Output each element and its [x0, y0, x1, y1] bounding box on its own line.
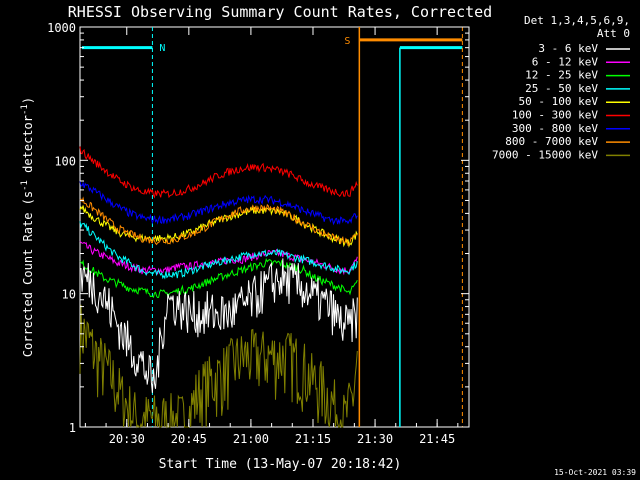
night-marker-label: N [159, 43, 165, 54]
y-axis-label-main: Corrected Count Rate (s [21, 191, 35, 357]
plot-frame [79, 26, 470, 428]
series-line [79, 304, 358, 429]
y-axis-label-mid: detector [21, 115, 35, 180]
y-axis-label: Corrected Count Rate (s-1 detector-1) [20, 97, 35, 357]
legend-label: 800 - 7000 keV [505, 135, 598, 148]
series-line [79, 257, 358, 299]
legend-label: 6 - 12 keV [532, 55, 599, 68]
x-axis-label: Start Time (13-May-07 20:18:42) [159, 457, 402, 472]
series-line [79, 205, 358, 248]
y-axis-label-end: ) [21, 97, 35, 104]
legend-label: 3 - 6 keV [538, 42, 598, 55]
legend-label: 300 - 800 keV [512, 122, 598, 135]
x-tick-label: 20:30 [109, 432, 145, 446]
saa-marker-label: S [344, 36, 350, 47]
series-layer [79, 146, 358, 429]
chart-title: RHESSI Observing Summary Count Rates, Co… [68, 3, 492, 21]
y-axis: 1000 100 10 1 [47, 21, 469, 435]
x-tick-label: 21:30 [357, 432, 393, 446]
annotation-layer: NS [82, 27, 463, 427]
x-tick-label: 20:45 [171, 432, 207, 446]
legend-label: 25 - 50 keV [525, 82, 598, 95]
series-line [79, 181, 358, 226]
legend-label: 7000 - 15000 keV [492, 148, 598, 161]
y-axis-label-sup1: -1 [20, 180, 30, 191]
x-axis: 20:30 20:45 21:00 21:15 21:30 21:45 [84, 27, 459, 446]
y-tick-label: 1000 [47, 21, 76, 35]
footer-timestamp: 15-Oct-2021 03:39 [554, 468, 636, 477]
y-tick-label: 10 [62, 288, 76, 302]
y-tick-label: 1 [69, 421, 76, 435]
series-line [79, 240, 358, 276]
legend-label: 100 - 300 keV [512, 109, 598, 122]
x-tick-label: 21:00 [233, 432, 269, 446]
y-tick-label: 100 [54, 154, 76, 168]
legend-header-2: Att 0 [597, 27, 630, 40]
series-line [79, 196, 358, 247]
series-line [80, 258, 358, 393]
series-line [79, 146, 358, 199]
legend-header-1: Det 1,3,4,5,6,9, [524, 14, 630, 27]
series-line [79, 221, 358, 280]
legend-label: 50 - 100 keV [519, 95, 599, 108]
x-tick-label: 21:15 [295, 432, 331, 446]
y-axis-label-sup2: -1 [20, 104, 30, 115]
legend-label: 12 - 25 keV [525, 69, 598, 82]
x-tick-label: 21:45 [419, 432, 455, 446]
